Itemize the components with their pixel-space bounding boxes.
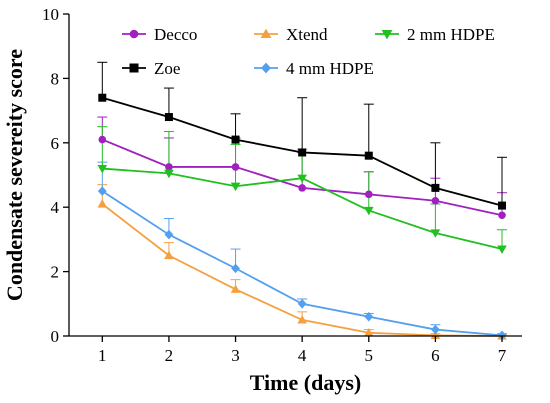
data-point-2-mm-hdpe [430, 229, 441, 238]
x-tick-label: 2 [165, 346, 174, 365]
data-point-decco [498, 211, 506, 220]
x-tick-label: 6 [431, 346, 440, 365]
data-point-4-mm-hdpe [97, 186, 107, 196]
data-point-4-mm-hdpe [430, 324, 440, 335]
data-point-4-mm-hdpe [164, 229, 174, 240]
data-point-2-mm-hdpe [297, 174, 307, 184]
legend-marker-4-mm-hdpe [261, 62, 271, 74]
legend-marker-xtend [260, 28, 272, 39]
y-tick-label: 8 [51, 69, 60, 88]
x-axis-ticks: 1 2 3 4 5 6 7 [98, 336, 507, 365]
data-point-xtend [430, 330, 441, 339]
data-point-xtend [97, 199, 108, 208]
y-axis-ticks: 0 2 4 6 8 10 [42, 5, 69, 346]
data-point-2-mm-hdpe [164, 169, 174, 179]
data-point-2-mm-hdpe [97, 164, 108, 174]
data-point-zoe [164, 113, 173, 122]
data-point-4-mm-hdpe [297, 299, 307, 309]
axes [68, 14, 522, 337]
legend-marker-2-mm-hdpe [381, 29, 393, 40]
data-point-xtend [230, 284, 241, 293]
y-tick-label: 4 [51, 198, 60, 217]
data-point-4-mm-hdpe [364, 311, 374, 322]
y-axis-label: Condensate severeity score [2, 49, 27, 301]
data-point-xtend [297, 315, 307, 324]
data-point-2-mm-hdpe [497, 245, 507, 254]
error-bars [97, 61, 508, 336]
x-tick-label: 1 [98, 346, 107, 365]
data-point-decco [364, 190, 373, 199]
data-point-zoe [498, 201, 507, 210]
y-tick-label: 2 [51, 263, 60, 282]
data-point-decco [431, 196, 440, 205]
y-tick-label: 10 [42, 5, 59, 24]
legend-label-zoe: Zoe [154, 59, 180, 78]
data-point-zoe [298, 148, 307, 157]
legend-label-xtend: Xtend [286, 25, 328, 44]
legend-label-2-mm-hdpe: 2 mm HDPE [407, 25, 495, 44]
data-point-decco [98, 135, 107, 144]
data-point-xtend [164, 250, 174, 260]
y-tick-label: 6 [51, 134, 60, 153]
legend-label-decco: Decco [154, 25, 197, 44]
series-markers [97, 93, 507, 341]
data-point-zoe [98, 93, 107, 102]
x-tick-label: 7 [498, 346, 507, 365]
legend-label-4-mm-hdpe: 4 mm HDPE [286, 59, 374, 78]
legend-marker-zoe [129, 63, 139, 73]
legend: Decco Zoe Xtend 4 mm HDPE 2 mm HDPE [122, 25, 495, 78]
data-point-4-mm-hdpe [231, 263, 240, 274]
legend-marker-decco [129, 29, 139, 39]
data-point-2-mm-hdpe [363, 206, 374, 216]
x-tick-label: 5 [365, 346, 374, 365]
data-point-xtend [363, 327, 374, 337]
data-point-zoe [364, 151, 373, 160]
data-point-zoe [431, 183, 440, 192]
y-tick-label: 0 [51, 327, 60, 346]
x-tick-label: 4 [298, 346, 307, 365]
data-point-decco [298, 184, 306, 192]
data-point-2-mm-hdpe [230, 182, 241, 192]
data-point-zoe [231, 135, 240, 144]
data-point-decco [231, 163, 240, 171]
data-point-decco [165, 163, 173, 171]
x-axis-label: Time (days) [250, 370, 361, 395]
x-tick-label: 3 [231, 346, 240, 365]
